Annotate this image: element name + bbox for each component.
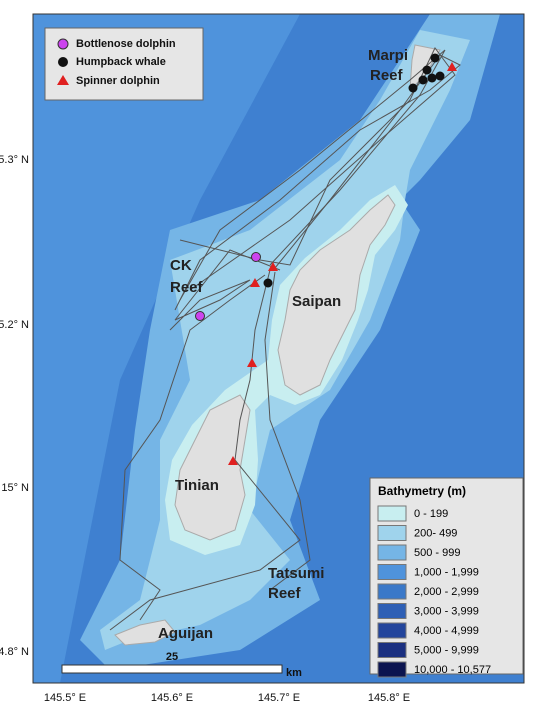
legend-box [44, 27, 204, 101]
legend-swatch [377, 622, 407, 639]
legend-swatch [377, 583, 407, 600]
track [179, 47, 456, 291]
humpback-whale-sighting [263, 278, 273, 288]
legend-swatch [377, 544, 407, 561]
sightings [195, 53, 457, 465]
spinner-dolphin-sightings [228, 62, 457, 465]
map-frame [32, 13, 525, 684]
island-aguijan [114, 619, 176, 646]
scale-label: 25 [166, 651, 178, 663]
legend-swatch [377, 661, 407, 678]
track [169, 249, 281, 331]
legend-label: Spinner dolphin [76, 75, 160, 87]
humpback-whale-sighting [430, 53, 440, 63]
legend-label: 1,000 - 1,999 [414, 566, 479, 578]
legend-title: Bathymetry (m) [378, 484, 466, 498]
place-label: Reef [370, 67, 404, 84]
legend-label: Humpback whale [76, 56, 166, 68]
humpback-whale-sighting [427, 73, 437, 83]
bottlenose-dolphin-sighting [195, 311, 205, 321]
legend-swatch [377, 564, 407, 580]
humpback-whale-sighting [435, 71, 445, 81]
bottlenose-dolphin-sighting [251, 252, 261, 262]
place-label: Reef [170, 279, 204, 296]
place-label: Marpi [368, 47, 408, 64]
legend-label: 5,000 - 9,999 [414, 644, 479, 656]
island-saipan [277, 194, 396, 396]
legend-label: 0 - 199 [414, 508, 448, 520]
legend-swatch [377, 525, 407, 541]
place-label: Reef [268, 585, 302, 602]
humpback-whale-sighting [408, 83, 418, 93]
legend-symbol [57, 38, 69, 50]
humpback-whale-sighting [422, 65, 432, 75]
legend-swatch [377, 505, 407, 522]
legend-swatch [377, 603, 407, 619]
legend-symbol [58, 57, 68, 67]
lon-label: 145.7° E [258, 692, 300, 704]
track [264, 271, 311, 591]
bathymetry-1000 [33, 14, 300, 683]
legend-label: 500 - 999 [414, 547, 460, 559]
legend-symbol [57, 75, 69, 85]
legend-label: Bottlenose dolphin [76, 38, 176, 50]
legend-label: 3,000 - 3,999 [414, 605, 479, 617]
scale-bar [61, 664, 283, 674]
legend-label: 2,000 - 2,999 [414, 586, 479, 598]
track [179, 49, 446, 301]
place-label: Tinian [175, 477, 219, 494]
lon-label: 145.6° E [151, 692, 193, 704]
legend-swatch [377, 642, 407, 658]
scale-unit: km [286, 667, 302, 679]
lat-label: 15.3° N [0, 154, 29, 166]
legend-label: 200- 499 [414, 527, 457, 539]
lat-label: 15° N [1, 482, 29, 494]
track [119, 274, 266, 621]
place-label: Aguijan [158, 625, 213, 642]
species-legend: Bottlenose dolphin Humpback whale Spinne… [44, 27, 204, 101]
lat-label: 14.8° N [0, 646, 29, 658]
lon-label: 145.8° E [368, 692, 410, 704]
island-tinian [174, 394, 251, 541]
place-label: Saipan [292, 293, 341, 310]
lat-label: 15.2° N [0, 319, 29, 331]
track [174, 54, 461, 311]
place-label: CK [170, 257, 192, 274]
place-label: Tatsumi [268, 565, 324, 582]
tracks [109, 47, 461, 631]
humpback-whale-sighting [418, 75, 428, 85]
legend-label: 4,000 - 4,999 [414, 625, 479, 637]
lon-label: 145.5° E [44, 692, 86, 704]
bathymetry-legend: Bathymetry (m) 0 - 199 200- 499 500 - 999 1… [369, 477, 524, 678]
legend-label: 10,000 - 10,577 [414, 664, 491, 676]
